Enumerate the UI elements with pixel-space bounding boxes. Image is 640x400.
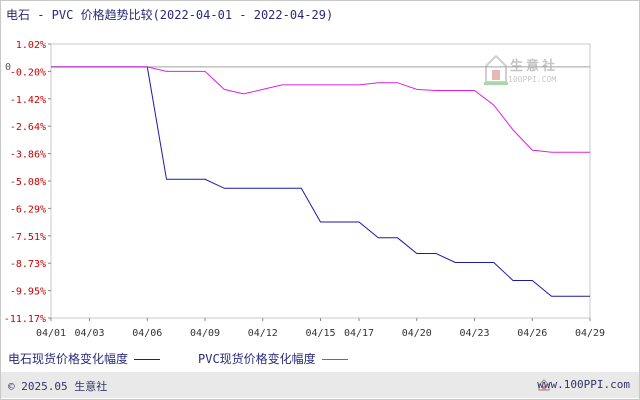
x-tick-label: 04/09 [190,328,220,339]
y-tick-label: 1.02% [16,40,46,51]
y-tick-label: -6.29% [10,204,46,215]
series-line-2 [51,66,590,153]
footer-copyright: © 2025.05 生意社 [8,380,108,393]
legend-item-series-1: 电石现货价格变化幅度 [8,350,161,367]
x-tick-label: 04/03 [74,328,104,339]
x-tick-label: 04/06 [132,328,162,339]
y-tick-label: -2.64% [10,122,46,133]
x-tick-label: 04/26 [517,328,547,339]
zero-baseline-label: 0 [5,62,12,73]
x-tick-label: 04/12 [248,328,278,339]
legend-item-series-2: PVC现货价格变化幅度 [198,350,348,367]
y-tick-label: -3.86% [10,150,46,161]
legend-swatch-series-1 [134,359,161,360]
legend-label-series-1: 电石现货价格变化幅度 [8,352,129,366]
watermark-url: 100PPI.COM [508,75,557,84]
site-logo-icon [538,379,550,391]
y-tick-label: -8.73% [10,259,46,270]
y-tick-label: -11.17% [4,314,46,325]
x-tick-label: 04/23 [459,328,489,339]
footer-bar [1,372,639,398]
footer-site-link[interactable]: www.100PPI.com [537,378,630,391]
x-tick-label: 04/20 [402,328,432,339]
series-line-1 [51,66,590,297]
legend-label-series-2: PVC现货价格变化幅度 [198,352,316,366]
y-tick-label: -1.42% [10,95,46,106]
x-tick-label: 04/15 [305,328,335,339]
x-tick-label: 04/01 [36,328,66,339]
y-tick-label: -0.20% [10,67,46,78]
y-tick-label: -5.08% [10,177,46,188]
x-tick-label: 04/29 [575,328,605,339]
x-tick-label: 04/17 [344,328,374,339]
y-tick-label: -7.51% [10,232,46,243]
line-chart: 1.02% -0.20% -1.42% -2.64% -3.86% -5.08% -6.29… [4,40,605,339]
watermark-logo-icon [484,54,508,85]
y-tick-label: -9.95% [10,287,46,298]
chart-title: 电石 - PVC 价格趋势比较(2022-04-01 - 2022-04-29) [6,8,334,22]
legend-swatch-series-2 [321,359,348,360]
